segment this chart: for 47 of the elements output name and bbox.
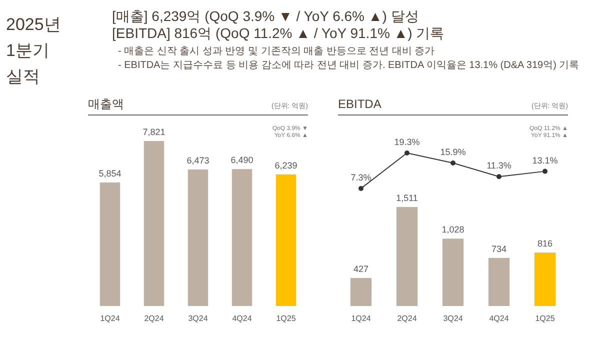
chart-title: EBITDA — [338, 97, 382, 111]
data-label: 19.3% — [394, 137, 420, 147]
point — [358, 186, 364, 191]
bar — [276, 174, 296, 306]
x-tick-label: 1Q25 — [535, 314, 556, 323]
data-label: 1,511 — [396, 193, 418, 203]
data-label: 5,854 — [98, 168, 122, 178]
bar — [100, 182, 120, 306]
x-tick-label: 4Q24 — [489, 314, 510, 323]
data-label: 15.9% — [440, 147, 466, 158]
point — [404, 150, 410, 156]
text: - EBITDA는 지급수수료 등 비용 감소에 따라 전년 대비 증가. EBITDA 이익율은 13.1% (D&A 319억) 기록 — [118, 60, 580, 71]
data-label: 6,490 — [230, 155, 254, 166]
x-tick-label: 2Q24 — [144, 314, 164, 323]
x-tick-label: 1Q24 — [351, 314, 372, 323]
data-label: 734 — [491, 244, 507, 254]
bar — [442, 238, 464, 306]
point — [542, 168, 548, 174]
bar — [350, 278, 372, 306]
data-label: 13.1% — [532, 155, 558, 166]
bar — [188, 169, 208, 306]
data-label: 816 — [537, 238, 553, 249]
bar — [488, 258, 510, 306]
text: 2025년 1분기 실적 — [6, 15, 61, 86]
bar — [144, 141, 164, 306]
data-label: 7.3% — [350, 172, 372, 182]
text: [EBITDA] 816억 (QoQ 11.2% ▲ / YoY 91.1% ▲) 기록 — [112, 25, 444, 41]
bar — [534, 252, 556, 306]
data-label: 11.3% — [486, 160, 512, 171]
data-label: 1,028 — [442, 224, 464, 235]
data-label: 427 — [353, 264, 369, 274]
x-tick-label: 3Q24 — [443, 314, 464, 323]
x-tick-label: 2Q24 — [397, 314, 418, 323]
data-label: 6,473 — [186, 155, 210, 166]
data-label: 6,239 — [274, 160, 298, 170]
bar — [232, 169, 252, 306]
data-label: 7,821 — [142, 127, 166, 137]
x-tick-label: 3Q24 — [188, 314, 208, 323]
text: [매출] 6,239억 (QoQ 3.9% ▼ / YoY 6.6% ▲) 달성 — [112, 8, 419, 24]
chart-title: 매출액 — [88, 97, 124, 111]
bar — [396, 207, 418, 306]
x-tick-label: 1Q25 — [276, 314, 296, 323]
point — [496, 174, 502, 180]
text: - 매출은 신작 출시 성과 반영 및 기존작의 매출 반등으로 전년 대비 증가 — [118, 46, 435, 57]
x-tick-label: 1Q24 — [100, 314, 120, 323]
point — [450, 160, 456, 166]
x-tick-label: 4Q24 — [232, 314, 252, 323]
